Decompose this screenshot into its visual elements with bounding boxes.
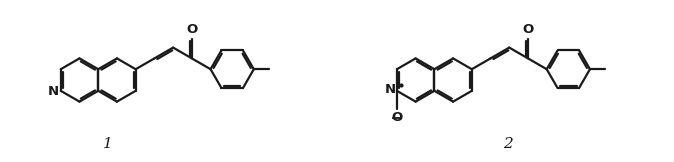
Text: N: N	[385, 83, 396, 96]
Text: O: O	[522, 23, 534, 36]
Text: O: O	[392, 111, 402, 124]
Text: 2: 2	[503, 137, 513, 151]
Text: 1: 1	[103, 137, 113, 151]
Text: N: N	[48, 85, 59, 98]
Text: O: O	[186, 23, 197, 36]
